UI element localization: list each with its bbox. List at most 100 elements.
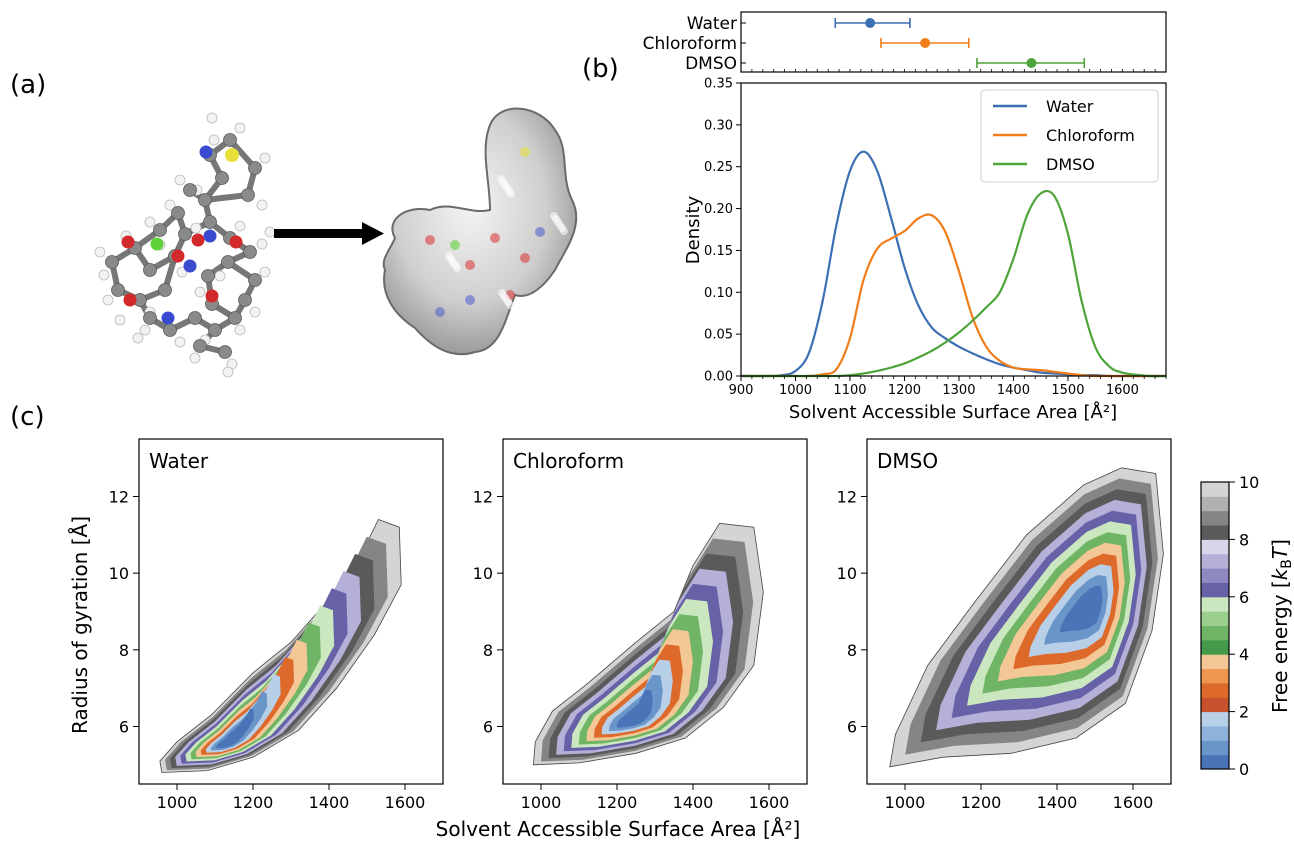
atom-sulfur [225, 148, 239, 162]
atom-chlorine [150, 237, 164, 251]
atom-carbon [153, 223, 167, 237]
right-arrow-icon [274, 222, 384, 245]
atom-carbon [218, 345, 232, 359]
atom-carbon [193, 339, 207, 353]
colorbar-level [1201, 510, 1229, 526]
atom-carbon [143, 311, 157, 325]
density-y-tick-label: 0.15 [704, 244, 733, 259]
surface-atom [425, 235, 435, 245]
free-energy-contour [200, 657, 294, 755]
free-energy-contour [175, 571, 361, 766]
legend: Water Chloroform DMSO [980, 89, 1159, 183]
colorbar-level [1201, 725, 1229, 741]
free-energy-contour [216, 708, 254, 749]
molecule-surface [382, 107, 578, 356]
surface-atom [465, 295, 475, 305]
free-energy-panel-water: Water 1000 1200 1400 1600 6 8 10 12 [109, 438, 444, 812]
free-energy-frame [138, 438, 444, 785]
free-energy-panel-dmso: DMSO 1000 1200 1400 1600 6 8 10 12 [837, 438, 1172, 812]
free-energy-y-tick-label: 6 [847, 718, 857, 737]
atom-oxygen [229, 235, 243, 249]
error-bar-label: DMSO [685, 54, 737, 74]
density-x-tick-label: 1500 [1051, 383, 1084, 398]
density-chart: 900 1000 1100 1200 1300 1400 1500 1600 0.00 0.05 0… [683, 69, 1167, 423]
atom-hydrogen [264, 226, 276, 238]
colorbar-level [1201, 654, 1229, 670]
free-energy-y-tick-label: 6 [119, 718, 129, 737]
density-y-tick-label: 0.30 [704, 118, 733, 133]
legend-label: Water [1046, 97, 1094, 116]
free-energy-contour [159, 519, 402, 773]
colorbar-level [1201, 639, 1229, 655]
free-energy-frame [866, 438, 1172, 785]
atom-carbon [198, 193, 212, 207]
colorbar-label: Free energy [kBT] [1268, 539, 1294, 713]
atom-carbon [208, 323, 222, 337]
free-energy-panel-title: Chloroform [513, 449, 624, 473]
free-energy-y-tick-label: 10 [473, 564, 493, 583]
free-energy-contour [170, 553, 375, 769]
density-line-dmso [741, 189, 1167, 378]
panel-label-b: (b) [582, 54, 619, 84]
density-frame [740, 82, 1167, 377]
free-energy-y-tick-label: 12 [473, 488, 493, 507]
density-y-label: Density [683, 195, 704, 264]
colorbar-tick-label: 8 [1239, 530, 1249, 549]
atom-nitrogen [203, 229, 217, 243]
atom-hydrogen [194, 286, 206, 298]
molecule-bond [202, 192, 251, 203]
atom-carbon [203, 215, 217, 229]
density-y-tick-label: 0.00 [704, 370, 733, 385]
atom-hydrogen [114, 314, 126, 326]
colorbar-level [1201, 539, 1229, 555]
atom-hydrogen [214, 270, 226, 282]
free-energy-x-tick-label: 1200 [961, 793, 1002, 812]
free-energy-frame [502, 438, 808, 785]
atom-hydrogen [189, 352, 201, 364]
density-x-tick-label: 1400 [997, 383, 1030, 398]
surface-atom [465, 260, 475, 270]
legend-label: Chloroform [1046, 126, 1135, 145]
atom-nitrogen [183, 259, 197, 273]
surface-atom [445, 252, 453, 260]
surface-atom [520, 253, 530, 263]
atom-hydrogen [190, 222, 202, 234]
surface-atom [497, 175, 505, 183]
panel-label-c: (c) [10, 402, 45, 432]
density-x-label: Solvent Accessible Surface Area [Å²] [789, 401, 1117, 423]
atom-carbon [248, 273, 262, 287]
atom-carbon [223, 133, 237, 147]
colorbar-level [1201, 568, 1229, 583]
free-energy-y-tick-label: 10 [109, 564, 129, 583]
density-x-tick-label: 1300 [942, 383, 975, 398]
free-energy-panel-title: Water [149, 449, 209, 473]
atom-hydrogen [256, 238, 268, 250]
density-y-tick-label: 0.35 [704, 77, 733, 92]
atom-carbon [105, 255, 119, 269]
density-line-water [740, 150, 1166, 378]
density-x-tick-label: 1200 [888, 383, 921, 398]
error-bar-frame [740, 11, 1167, 73]
colorbar-level [1201, 525, 1229, 540]
atom-hydrogen [259, 266, 271, 278]
atom-oxygen [205, 289, 219, 303]
atom-hydrogen [139, 324, 151, 336]
density-y-tick-label: 0.05 [704, 328, 733, 343]
free-energy-x-tick-label: 1400 [673, 793, 714, 812]
colorbar-level [1201, 496, 1229, 512]
free-energy-contour [180, 588, 348, 764]
colorbar-level [1201, 754, 1229, 770]
free-energy-charts: Water 1000 1200 1400 1600 6 8 10 12 Chloroform 100… [109, 438, 1172, 812]
colorbar-tick-label: 2 [1239, 703, 1249, 722]
atom-oxygen [191, 233, 205, 247]
atom-carbon [215, 171, 229, 185]
surface-atom [535, 227, 545, 237]
free-energy-y-tick-label: 12 [837, 488, 857, 507]
density-y-tick-label: 0.20 [704, 202, 733, 217]
free-energy-contour [609, 674, 663, 731]
atom-hydrogen [132, 332, 144, 344]
error-bar-mean-point [1026, 58, 1037, 68]
density-x-tick-label: 1100 [833, 383, 866, 398]
colorbar-level [1201, 482, 1229, 497]
